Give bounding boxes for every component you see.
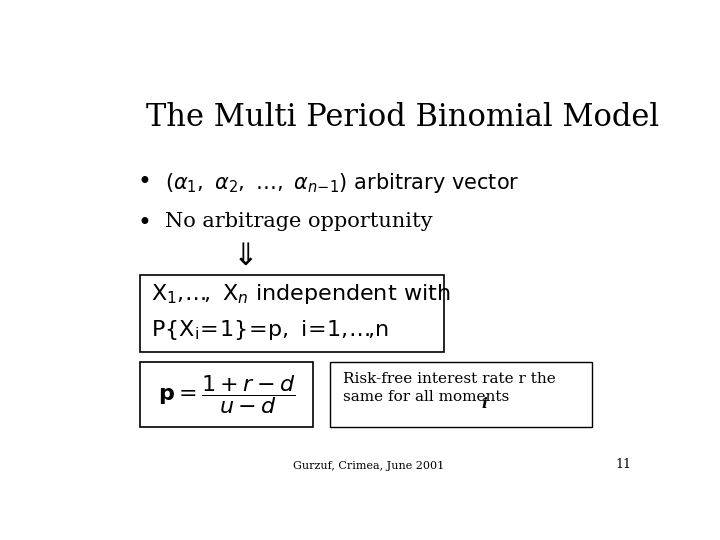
Text: ⇓: ⇓ [233, 241, 258, 271]
Text: 11: 11 [616, 458, 631, 471]
FancyBboxPatch shape [140, 275, 444, 352]
Text: The Multi Period Binomial Model: The Multi Period Binomial Model [145, 102, 659, 133]
FancyBboxPatch shape [140, 362, 313, 427]
FancyBboxPatch shape [330, 362, 593, 427]
Text: •: • [138, 171, 151, 194]
Text: No arbitrage opportunity: No arbitrage opportunity [166, 212, 433, 232]
Text: i: i [482, 397, 487, 411]
Text: •: • [138, 212, 151, 235]
Text: $\mathbf{p} = \dfrac{1+r-d}{u-d}$: $\mathbf{p} = \dfrac{1+r-d}{u-d}$ [158, 373, 295, 416]
Text: Gurzuf, Crimea, June 2001: Gurzuf, Crimea, June 2001 [293, 462, 445, 471]
Text: $\mathrm{P\{X_i\!=\!1\}\!=\!p,\ i\!=\!1,\!\ldots\!,\!n}$: $\mathrm{P\{X_i\!=\!1\}\!=\!p,\ i\!=\!1,… [151, 319, 390, 342]
Text: Risk-free interest rate r the
same for all moments: Risk-free interest rate r the same for a… [343, 372, 556, 404]
Text: $(\alpha_1,\ \alpha_2,\ \ldots,\ \alpha_{n\mathsf{-}1})$ arbitrary vector: $(\alpha_1,\ \alpha_2,\ \ldots,\ \alpha_… [166, 171, 520, 195]
Text: $\mathrm{X}_1,\!\ldots\!,\ \mathrm{X}_n\ \mathrm{independent\ with}$: $\mathrm{X}_1,\!\ldots\!,\ \mathrm{X}_n\… [151, 282, 451, 306]
